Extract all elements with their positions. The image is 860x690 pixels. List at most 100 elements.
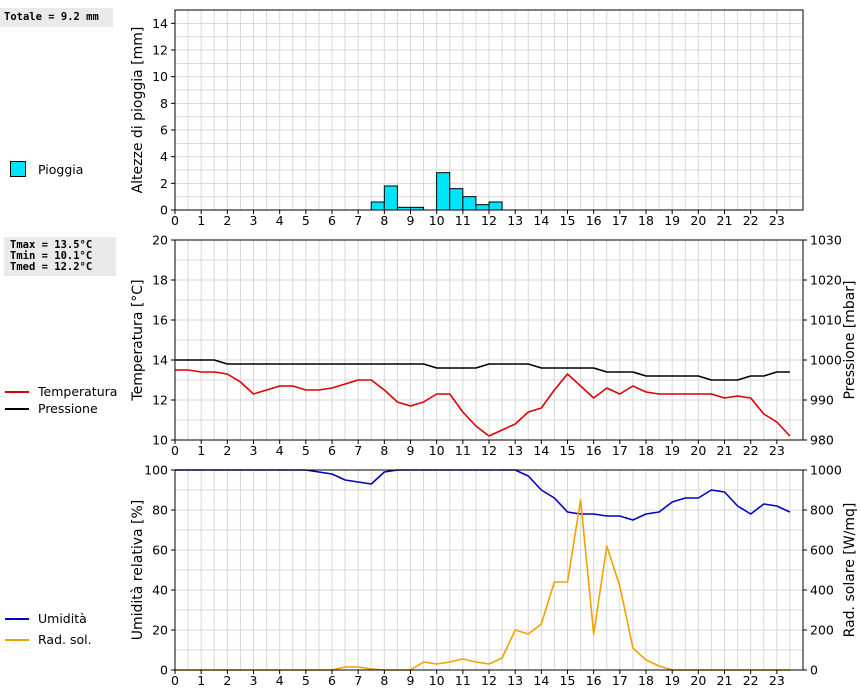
- temperature-pressure-xtick-label: 15: [560, 443, 576, 458]
- humidity-radiation-ytick-label: 100: [144, 463, 168, 478]
- legend-rain-swatch: [10, 161, 26, 177]
- rain-xtick-label: 16: [586, 213, 602, 228]
- humidity-radiation-xtick-label: 19: [664, 673, 680, 688]
- rain-ytick-label: 6: [160, 123, 168, 138]
- legend-rain-label: Pioggia: [38, 162, 84, 177]
- rain-ytick-label: 12: [152, 43, 168, 58]
- temperature-pressure-xtick-label: 16: [586, 443, 602, 458]
- humidity-radiation-y2tick-label: 400: [810, 583, 834, 598]
- legend-temperature-swatch: [5, 391, 29, 393]
- temperature-pressure-xtick-label: 7: [354, 443, 362, 458]
- temperature-pressure-xtick-label: 22: [743, 443, 759, 458]
- temperature-pressure-xtick-label: 6: [328, 443, 336, 458]
- rain-xtick-label: 18: [638, 213, 654, 228]
- temperature-pressure-xtick-label: 17: [612, 443, 628, 458]
- humidity-radiation-xtick-label: 9: [407, 673, 415, 688]
- humidity-radiation-xtick-label: 22: [743, 673, 759, 688]
- temperature-pressure-xtick-label: 2: [223, 443, 231, 458]
- humidity-radiation-xtick-label: 4: [276, 673, 284, 688]
- rain-xtick-label: 17: [612, 213, 628, 228]
- rain-bar: [383, 185, 398, 211]
- humidity-radiation-y2tick-label: 1000: [810, 463, 842, 478]
- humidity-radiation-y2label: Rad. solare [W/mq]: [842, 503, 858, 638]
- rain-xtick-label: 10: [429, 213, 445, 228]
- tmax: Tmax = 13.5°C: [10, 239, 93, 251]
- humidity-radiation-xtick-label: 14: [533, 673, 549, 688]
- rain-xtick-label: 19: [664, 213, 680, 228]
- temperature-pressure-xtick-label: 10: [429, 443, 445, 458]
- temperature-pressure-ytick-label: 16: [152, 313, 168, 328]
- rain-xtick-label: 2: [223, 213, 231, 228]
- humidity-radiation-xtick-label: 0: [171, 673, 179, 688]
- rain-total: Totale = 9.2 mm: [4, 11, 99, 23]
- temperature-pressure-ytick-label: 10: [152, 433, 168, 448]
- temperature-pressure-ytick-label: 20: [152, 233, 168, 248]
- temperature-pressure-xtick-label: 11: [455, 443, 471, 458]
- legend-pressure-swatch: [5, 408, 29, 410]
- rain-ytick-label: 2: [160, 176, 168, 191]
- rain-xtick-label: 5: [302, 213, 310, 228]
- humidity-radiation-ytick-label: 40: [152, 583, 168, 598]
- temperature-pressure-xtick-label: 23: [769, 443, 785, 458]
- temperature-pressure-xtick-label: 4: [276, 443, 284, 458]
- rain-xtick-label: 20: [690, 213, 706, 228]
- humidity-radiation-xtick-label: 23: [769, 673, 785, 688]
- rain-total-box: Totale = 9.2 mm: [0, 8, 113, 27]
- rain-bar: [488, 201, 503, 211]
- temperature-pressure-ytick-label: 18: [152, 273, 168, 288]
- rain-bar: [449, 188, 464, 211]
- rain-bar: [370, 201, 385, 211]
- legend-pressure-label: Pressione: [38, 401, 98, 416]
- humidity-radiation-y2tick-label: 600: [810, 543, 834, 558]
- rain-xtick-label: 22: [743, 213, 759, 228]
- temperature-pressure-xtick-label: 13: [507, 443, 523, 458]
- temperature-pressure-xtick-label: 18: [638, 443, 654, 458]
- temperature-pressure-y2tick-label: 980: [810, 433, 834, 448]
- humidity-radiation-xtick-label: 2: [223, 673, 231, 688]
- rain-xtick-label: 15: [560, 213, 576, 228]
- temperature-pressure-xtick-label: 19: [664, 443, 680, 458]
- humidity-radiation-xtick-label: 3: [250, 673, 258, 688]
- humidity-radiation-xtick-label: 16: [586, 673, 602, 688]
- temperature-pressure-xtick-label: 1: [197, 443, 205, 458]
- humidity-radiation-y2tick-label: 0: [810, 663, 818, 678]
- rain-xtick-label: 6: [328, 213, 336, 228]
- rain-ylabel: Altezze di pioggia [mm]: [130, 27, 146, 194]
- humidity-radiation-xtick-label: 21: [717, 673, 733, 688]
- temperature-pressure-y2tick-label: 1030: [810, 233, 842, 248]
- rain-ytick-label: 10: [152, 69, 168, 84]
- humidity-radiation-xtick-label: 18: [638, 673, 654, 688]
- temperature-stats-box: Tmax = 13.5°C Tmin = 10.1°C Tmed = 12.2°…: [4, 237, 116, 276]
- rain-xtick-label: 23: [769, 213, 785, 228]
- humidity-radiation-y2tick-label: 800: [810, 503, 834, 518]
- humidity-radiation-ylabel: Umidità relativa [%]: [130, 500, 146, 641]
- rain-bar: [436, 172, 451, 211]
- temperature-pressure-ylabel: Temperatura [°C]: [130, 279, 146, 401]
- humidity-radiation-xtick-label: 7: [354, 673, 362, 688]
- rain-xtick-label: 7: [354, 213, 362, 228]
- temperature-pressure-ytick-label: 14: [152, 353, 168, 368]
- rain-xtick-label: 13: [507, 213, 523, 228]
- humidity-radiation-xtick-label: 11: [455, 673, 471, 688]
- rain-xtick-label: 4: [276, 213, 284, 228]
- series-line-rad-sol-: [175, 499, 790, 671]
- temperature-pressure-xtick-label: 14: [533, 443, 549, 458]
- temperature-pressure-xtick-label: 5: [302, 443, 310, 458]
- humidity-radiation-xtick-label: 17: [612, 673, 628, 688]
- temperature-pressure-xtick-label: 12: [481, 443, 497, 458]
- humidity-radiation-xtick-label: 13: [507, 673, 523, 688]
- temperature-pressure-xtick-label: 0: [171, 443, 179, 458]
- rain-xtick-label: 21: [717, 213, 733, 228]
- legend-radiation-swatch: [5, 639, 29, 641]
- rain-bar: [475, 204, 490, 211]
- rain-xtick-label: 11: [455, 213, 471, 228]
- humidity-radiation-y2tick-label: 200: [810, 623, 834, 638]
- humidity-radiation-xtick-label: 15: [560, 673, 576, 688]
- rain-ytick-label: 8: [160, 96, 168, 111]
- temperature-pressure-xtick-label: 9: [407, 443, 415, 458]
- humidity-radiation-xtick-label: 12: [481, 673, 497, 688]
- temperature-pressure-xtick-label: 20: [690, 443, 706, 458]
- tmin: Tmin = 10.1°C: [10, 250, 93, 262]
- humidity-radiation-xtick-label: 1: [197, 673, 205, 688]
